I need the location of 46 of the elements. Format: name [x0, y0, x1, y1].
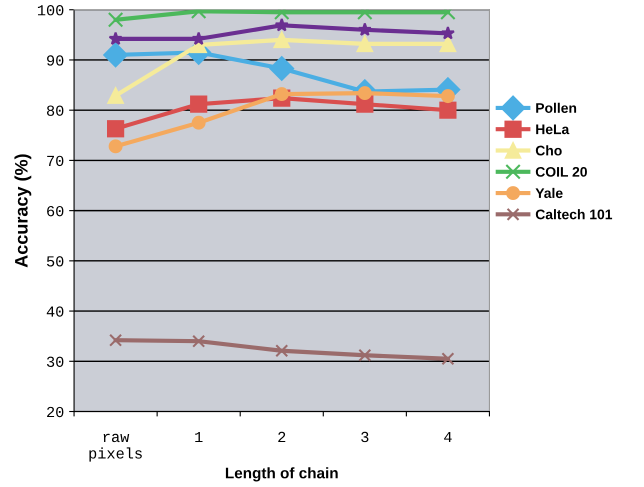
x-tick-label: 3	[361, 432, 368, 442]
y-tick-label: 90	[47, 55, 64, 66]
point	[274, 87, 289, 102]
point	[192, 116, 206, 130]
legend-label: Yale	[536, 188, 563, 198]
y-tick-label: 50	[46, 256, 64, 267]
legend-label: Pollen	[536, 102, 576, 113]
point	[103, 42, 128, 68]
point	[358, 22, 372, 36]
legend-label: HeLa	[536, 124, 570, 134]
x-tick-label: 4	[444, 432, 452, 442]
point	[440, 89, 455, 104]
x-tick-label: raw pixels	[89, 434, 142, 462]
point	[108, 32, 123, 46]
point	[439, 102, 457, 119]
point	[108, 12, 124, 28]
legend-label: Cho	[536, 145, 562, 156]
point	[274, 18, 289, 32]
y-tick-label: 30	[46, 356, 64, 367]
legend-label: COIL 20	[536, 166, 587, 177]
x-tick-label: 2	[278, 432, 286, 442]
point	[192, 32, 206, 46]
y-axis-title: Accuracy (%)	[14, 154, 32, 268]
y-tick-label: 100	[38, 5, 64, 16]
point	[190, 96, 208, 113]
point	[275, 344, 288, 358]
point	[107, 87, 124, 104]
y-tick-label: 70	[47, 156, 64, 166]
point	[274, 32, 290, 48]
point	[108, 139, 123, 154]
y-tick-label: 20	[47, 406, 64, 418]
point	[269, 56, 294, 81]
point	[109, 334, 122, 347]
point	[356, 36, 374, 52]
point	[192, 334, 206, 348]
point	[440, 26, 455, 40]
point	[440, 36, 456, 52]
x-axis-title: Length of chain	[226, 467, 338, 482]
point	[441, 352, 454, 366]
y-tick-label: 40	[46, 306, 64, 317]
legend-label: Caltech 101	[536, 209, 612, 220]
x-tick-label: 1	[195, 432, 203, 442]
point	[358, 348, 372, 362]
point	[106, 120, 124, 138]
y-tick-label: 60	[47, 206, 64, 216]
y-tick-label: 80	[46, 106, 64, 116]
